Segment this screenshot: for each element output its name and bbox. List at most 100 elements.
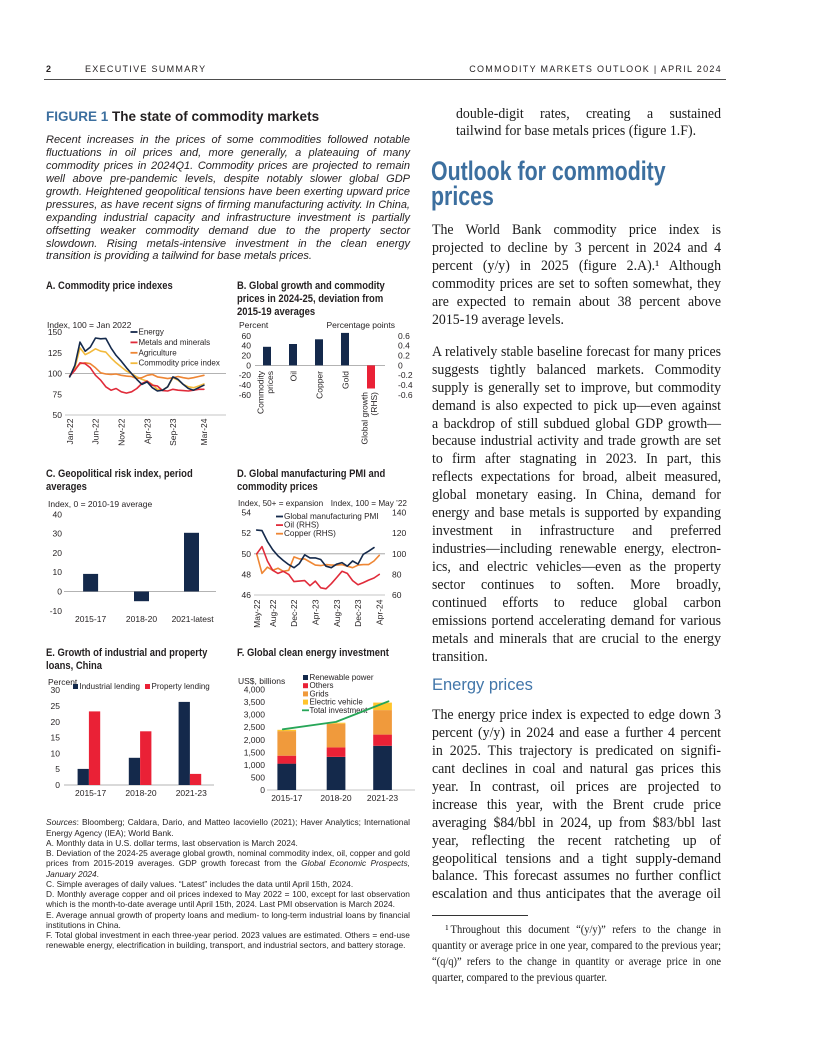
svg-text:30: 30: [53, 529, 63, 539]
svg-text:Apr-23: Apr-23: [142, 418, 152, 444]
svg-text:2018-20: 2018-20: [320, 793, 351, 803]
svg-text:0.4: 0.4: [398, 341, 410, 351]
svg-text:Property lending: Property lending: [152, 682, 210, 691]
svg-text:Dec-23: Dec-23: [353, 599, 363, 627]
svg-text:Metals and minerals: Metals and minerals: [139, 338, 211, 347]
svg-text:Aug-23: Aug-23: [332, 599, 342, 627]
svg-text:0.6: 0.6: [398, 331, 410, 341]
svg-text:-0.2: -0.2: [398, 370, 413, 380]
svg-text:Renewable power: Renewable power: [310, 673, 374, 682]
svg-text:100: 100: [392, 549, 406, 559]
svg-text:0: 0: [260, 785, 265, 795]
svg-text:(RHS): (RHS): [369, 392, 379, 416]
svg-text:Index, 0 = 2010-19 average: Index, 0 = 2010-19 average: [48, 499, 152, 509]
svg-text:100: 100: [48, 369, 62, 379]
svg-text:Apr-24: Apr-24: [375, 599, 385, 625]
svg-text:75: 75: [53, 389, 63, 399]
svg-text:Oil: Oil: [289, 371, 299, 382]
svg-text:Industrial lending: Industrial lending: [80, 682, 140, 691]
svg-text:52: 52: [242, 528, 252, 538]
svg-text:20: 20: [242, 351, 252, 361]
svg-text:60: 60: [392, 590, 402, 600]
svg-text:2021-latest: 2021-latest: [172, 614, 215, 624]
svg-text:50: 50: [242, 549, 252, 559]
svg-text:40: 40: [53, 509, 63, 519]
svg-text:Jan-22: Jan-22: [65, 418, 75, 444]
svg-text:3,000: 3,000: [244, 710, 266, 720]
svg-text:US$, billions: US$, billions: [238, 676, 285, 686]
svg-text:0.2: 0.2: [398, 351, 410, 361]
svg-text:Percent: Percent: [239, 320, 269, 330]
svg-text:2,000: 2,000: [244, 735, 266, 745]
svg-text:Index, 100 = May ’22: Index, 100 = May ’22: [331, 499, 408, 508]
svg-text:Percent: Percent: [48, 677, 78, 687]
svg-text:Nov-22: Nov-22: [117, 418, 127, 446]
svg-text:May-22: May-22: [252, 599, 262, 628]
svg-text:80: 80: [392, 569, 402, 579]
svg-text:Dec-22: Dec-22: [289, 599, 299, 627]
svg-text:0: 0: [55, 780, 60, 790]
svg-text:1,000: 1,000: [244, 760, 266, 770]
svg-text:15: 15: [51, 733, 61, 743]
svg-text:Grids: Grids: [310, 689, 329, 698]
svg-text:1,500: 1,500: [244, 747, 266, 757]
svg-text:150: 150: [48, 327, 62, 337]
svg-text:140: 140: [392, 508, 406, 518]
svg-text:2021-23: 2021-23: [176, 788, 207, 798]
svg-text:Aug-22: Aug-22: [268, 599, 278, 627]
svg-text:Gold: Gold: [341, 371, 351, 389]
svg-text:Commodity price index: Commodity price index: [139, 359, 220, 368]
svg-text:Oil (RHS): Oil (RHS): [284, 521, 319, 530]
svg-text:2015-17: 2015-17: [75, 614, 106, 624]
svg-text:60: 60: [242, 331, 252, 341]
svg-text:-40: -40: [239, 380, 252, 390]
svg-text:Percentage points: Percentage points: [326, 320, 395, 330]
svg-text:-60: -60: [239, 390, 252, 400]
svg-text:Agriculture: Agriculture: [139, 348, 178, 357]
svg-text:25: 25: [51, 701, 61, 711]
svg-text:Index, 50+ = expansion: Index, 50+ = expansion: [238, 499, 324, 508]
svg-text:30: 30: [51, 685, 61, 695]
svg-text:0: 0: [398, 360, 403, 370]
svg-text:48: 48: [242, 569, 252, 579]
svg-text:-10: -10: [50, 606, 63, 616]
svg-text:Copper (RHS): Copper (RHS): [284, 529, 336, 538]
svg-text:Sep-23: Sep-23: [168, 418, 178, 446]
svg-text:10: 10: [53, 567, 63, 577]
svg-text:40: 40: [242, 341, 252, 351]
svg-text:Commodity: Commodity: [256, 370, 266, 414]
svg-text:-20: -20: [239, 370, 252, 380]
svg-text:125: 125: [48, 348, 62, 358]
svg-text:Apr-23: Apr-23: [311, 599, 321, 625]
svg-text:Mar-24: Mar-24: [199, 418, 209, 445]
svg-text:10: 10: [51, 748, 61, 758]
svg-text:50: 50: [53, 410, 63, 420]
svg-text:-0.4: -0.4: [398, 380, 413, 390]
svg-text:3,500: 3,500: [244, 697, 266, 707]
svg-text:Total investment: Total investment: [310, 706, 369, 715]
svg-text:Copper: Copper: [315, 371, 325, 399]
svg-text:2015-17: 2015-17: [75, 788, 106, 798]
svg-text:0: 0: [246, 360, 251, 370]
svg-text:-0.6: -0.6: [398, 390, 413, 400]
svg-text:Global manufacturing PMI: Global manufacturing PMI: [284, 512, 379, 521]
svg-text:20: 20: [53, 548, 63, 558]
svg-text:2,500: 2,500: [244, 722, 266, 732]
svg-text:Electric vehicle: Electric vehicle: [310, 698, 364, 707]
svg-text:Index, 100 = Jan 2022: Index, 100 = Jan 2022: [47, 320, 132, 330]
svg-text:Jun-22: Jun-22: [91, 418, 101, 444]
svg-text:120: 120: [392, 528, 406, 538]
svg-text:20: 20: [51, 717, 61, 727]
svg-text:46: 46: [242, 590, 252, 600]
svg-text:0: 0: [57, 587, 62, 597]
svg-text:Others: Others: [310, 681, 334, 690]
svg-text:54: 54: [242, 508, 252, 518]
svg-text:4,000: 4,000: [244, 685, 266, 695]
svg-text:2015-17: 2015-17: [271, 793, 302, 803]
svg-text:Global growth: Global growth: [360, 392, 370, 445]
svg-text:2018-20: 2018-20: [126, 614, 157, 624]
svg-text:2018-20: 2018-20: [125, 788, 156, 798]
svg-text:Energy: Energy: [139, 328, 164, 337]
svg-text:prices: prices: [265, 371, 275, 394]
svg-text:5: 5: [55, 764, 60, 774]
